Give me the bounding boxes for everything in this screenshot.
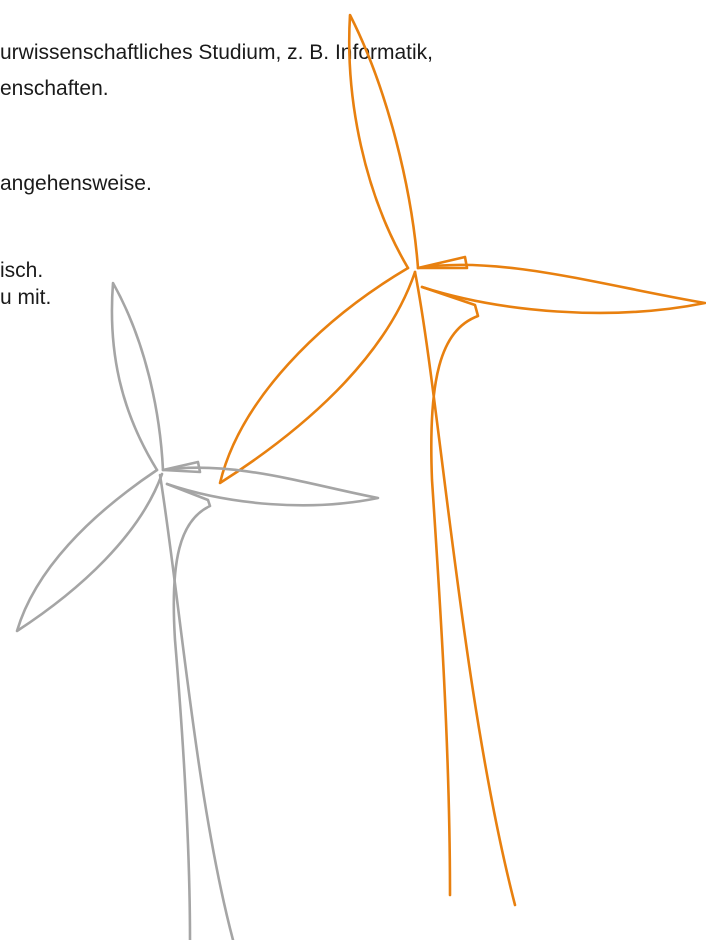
wind-turbines: [0, 0, 706, 940]
gray-turbine: [17, 283, 378, 940]
orange-turbine: [220, 15, 705, 905]
page: urwissenschaftliches Studium, z. B. Info…: [0, 0, 706, 940]
